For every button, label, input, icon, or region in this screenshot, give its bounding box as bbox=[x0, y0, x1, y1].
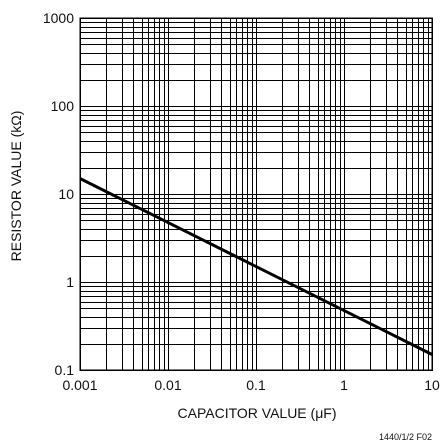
x-tick-label: 0.1 bbox=[246, 377, 266, 393]
figure-id: 1440/1/2 F02 bbox=[379, 432, 432, 442]
x-axis-title: CAPACITOR VALUE (μF) bbox=[178, 405, 337, 421]
y-axis-title: RESISTOR VALUE (kΩ) bbox=[8, 111, 24, 262]
x-tick-label: 0.001 bbox=[62, 377, 97, 393]
x-tick-label: 0.01 bbox=[154, 377, 181, 393]
plot-frame bbox=[79, 17, 433, 371]
y-tick-label: 1 bbox=[66, 274, 74, 290]
y-tick-label: 0.1 bbox=[55, 362, 75, 378]
series-line bbox=[79, 177, 433, 356]
y-tick-label: 1000 bbox=[43, 10, 74, 26]
y-tick-label: 10 bbox=[58, 186, 74, 202]
grid bbox=[80, 18, 432, 370]
y-tick-labels: 0.1 1 10 100 1000 bbox=[43, 10, 74, 378]
x-tick-label: 1 bbox=[340, 377, 348, 393]
y-tick-label: 100 bbox=[51, 98, 75, 114]
x-tick-labels: 0.001 0.01 0.1 1 10 bbox=[62, 377, 440, 393]
x-tick-label: 10 bbox=[424, 377, 440, 393]
